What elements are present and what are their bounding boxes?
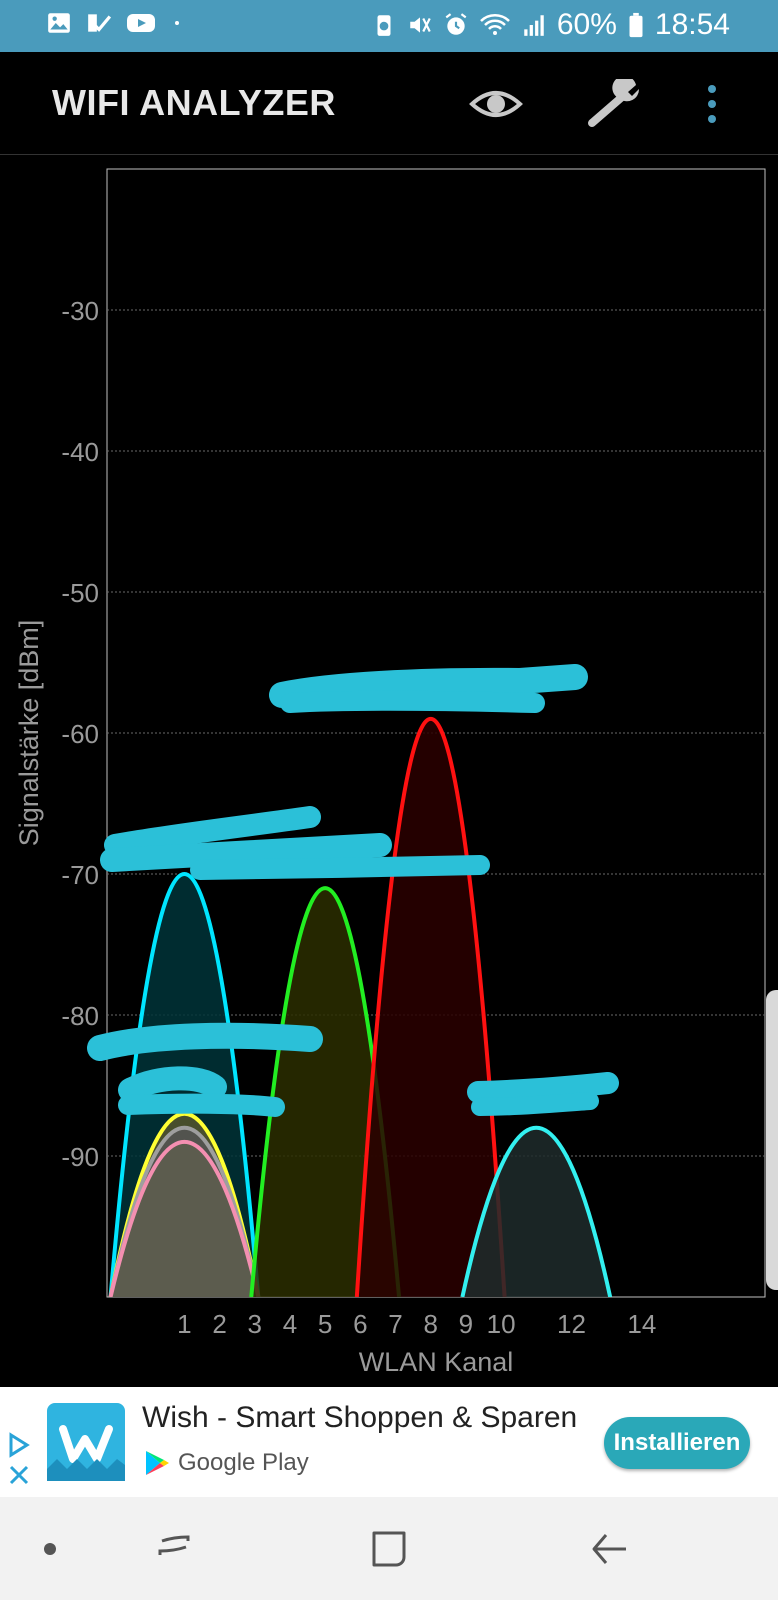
google-play-icon [146,1451,169,1475]
app-title: WIFI ANALYZER [52,82,336,123]
x-tick-label: 2 [212,1309,226,1339]
dot-icon [44,1543,56,1555]
x-tick-label: 9 [459,1309,473,1339]
channel-curve [354,716,507,1297]
status-bar: 60% 18:54 [0,0,778,52]
eye-icon [469,91,523,117]
clock: 18:54 [654,8,730,41]
y-tick-label: -40 [61,437,99,467]
ad-title[interactable]: Wish - Smart Shoppen & Sparen [142,1401,578,1434]
x-tick-label: 4 [283,1309,297,1339]
install-button[interactable]: Installieren [604,1417,750,1469]
google-play-badge: Google Play [144,1449,309,1477]
youtube-icon [127,14,155,32]
y-tick-label: -80 [61,1001,99,1031]
channel-curve [460,1126,613,1297]
navigation-bar [0,1497,778,1600]
more-vert-icon [708,85,716,123]
battery-percent: 60% [556,8,617,41]
alarm-icon [445,13,467,35]
wifi-channel-chart[interactable]: -30 -40 -50 -60 -70 -80 -90 1 2 3 4 5 6 7 8 9 10 12 14 WL… [0,155,778,1387]
wish-logo-icon [47,1425,125,1481]
x-tick-label: 14 [627,1309,656,1339]
y-tick-label: -50 [61,578,99,608]
channel-graph: -30-40-50-60-70-80-90 1 2 3 4 5 6 7 8 9 10 12 14 WL… [14,168,766,1377]
back-button[interactable] [580,1523,640,1575]
nav-dot-button[interactable] [20,1523,80,1575]
y-axis-label: Signalstärke [dBm] [14,620,44,847]
channel-curve [108,1126,261,1297]
redaction-scribbles [87,664,619,1117]
recents-icon [158,1535,190,1555]
ad-banner[interactable]: Wish - Smart Shoppen & Sparen Google Pla… [0,1387,778,1497]
x-tick-label: 3 [248,1309,262,1339]
more-options-button[interactable] [682,76,742,132]
x-tick-label: 12 [557,1309,586,1339]
wifi-icon [480,14,510,35]
x-tick-label: 6 [353,1309,367,1339]
dot-icon [175,21,179,25]
x-tick-label: 10 [487,1309,516,1339]
image-icon [48,13,70,33]
channel-curve [108,1139,261,1297]
home-button[interactable] [360,1523,420,1575]
app-bar: WIFI ANALYZER [0,52,778,155]
edge-panel-handle[interactable] [766,990,778,1290]
store-name: Google Play [178,1449,309,1476]
signal-icon [524,15,544,36]
home-icon [372,1531,406,1567]
wrench-icon [588,79,640,127]
battery-icon [629,12,643,38]
recents-button[interactable] [144,1523,204,1575]
eye-button[interactable] [466,76,526,132]
x-axis-label: WLAN Kanal [359,1347,514,1377]
adchoices-icon[interactable] [6,1429,32,1487]
back-icon [592,1534,626,1564]
x-tick-label: 7 [388,1309,402,1339]
mute-icon [410,17,431,33]
wish-app-logo[interactable] [47,1403,125,1481]
x-tick-label: 5 [318,1309,332,1339]
checklist-icon [88,14,112,32]
x-tick-label: 8 [423,1309,437,1339]
y-tick-label: -30 [61,296,99,326]
y-tick-label: -90 [61,1142,99,1172]
y-tick-label: -60 [61,719,99,749]
settings-button[interactable] [586,76,646,132]
y-tick-label: -70 [61,860,99,890]
x-tick-label: 1 [177,1309,191,1339]
battery-saver-icon [377,15,391,36]
